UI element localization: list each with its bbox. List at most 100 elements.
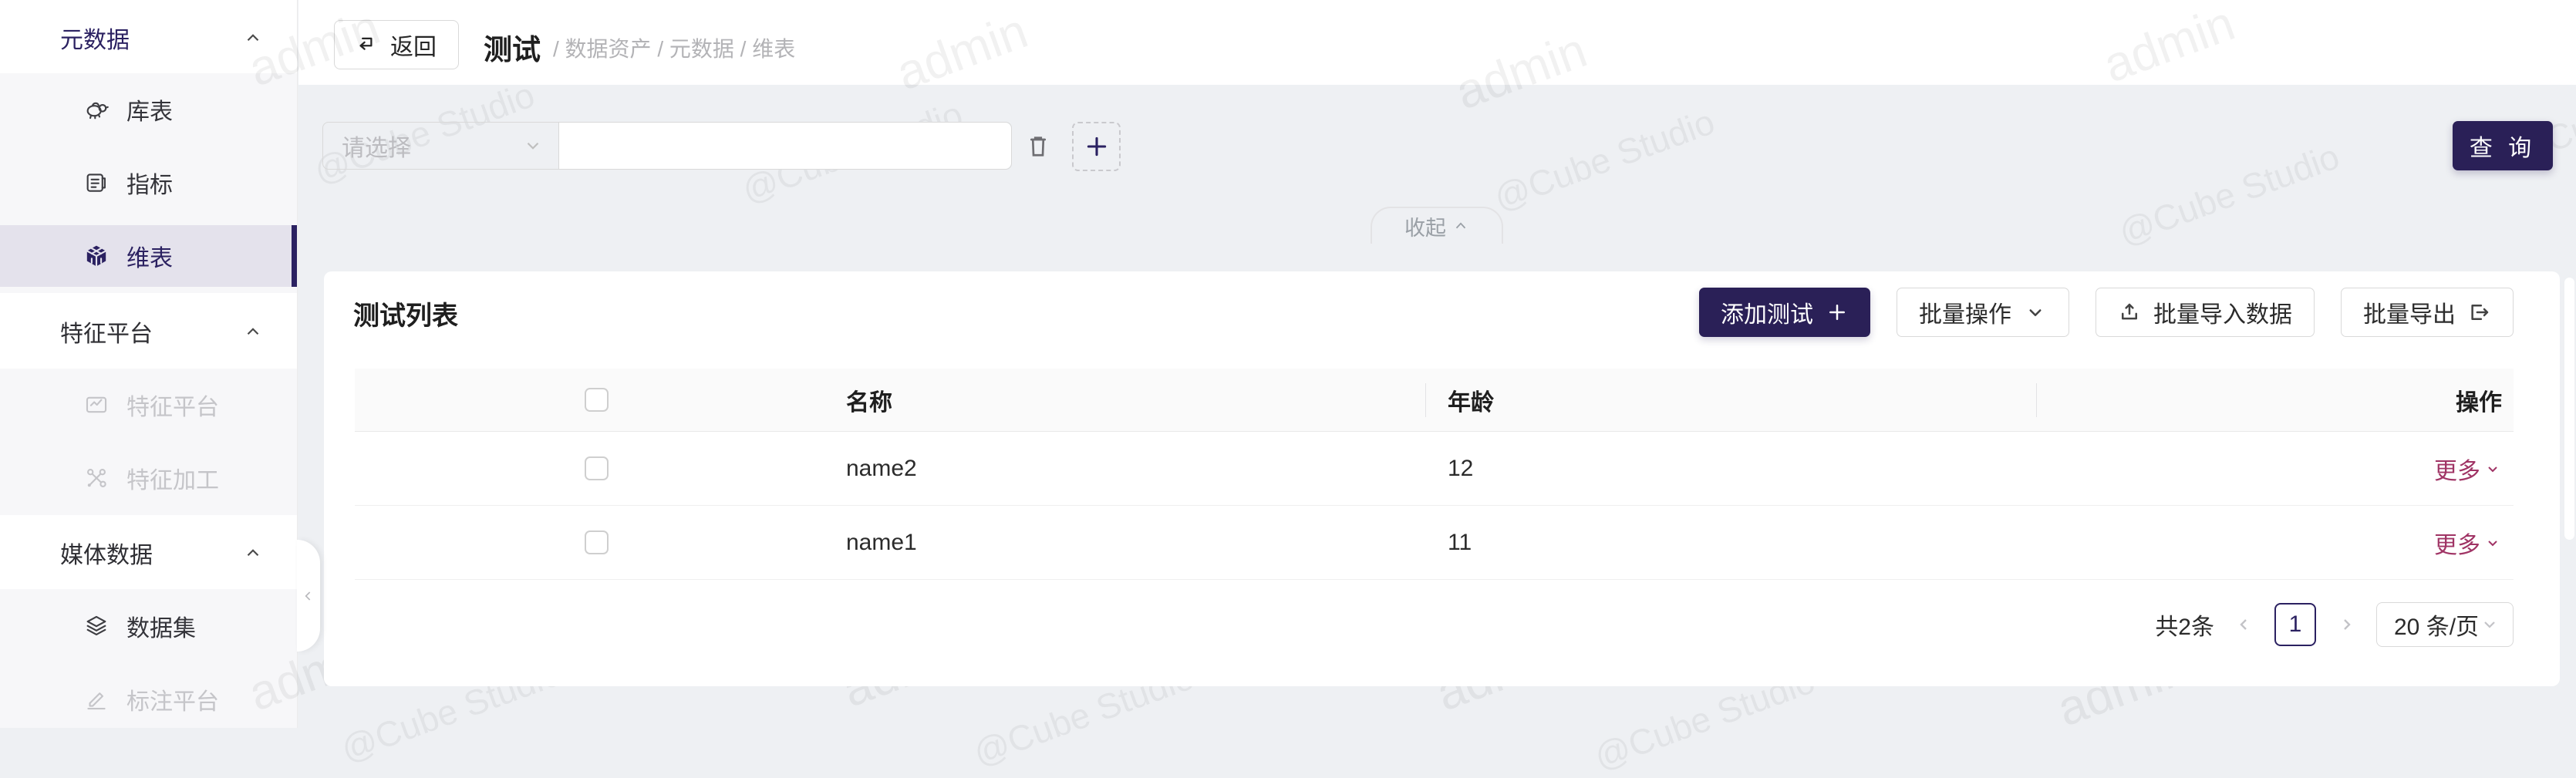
cell-age: 12 xyxy=(1448,455,1474,481)
sidebar-item-label: 特征加工 xyxy=(126,468,219,493)
feature-process-icon xyxy=(87,469,106,487)
clear-filter-button[interactable] xyxy=(1021,130,1055,163)
cube-icon xyxy=(86,245,107,268)
table-row: name2 12 更多 xyxy=(355,432,2514,506)
back-label: 返回 xyxy=(390,35,437,60)
page-number-button[interactable]: 1 xyxy=(2274,603,2316,646)
watermark-text: @Cube Studio xyxy=(2113,136,2345,253)
chevron-left-icon xyxy=(305,591,311,601)
pen-icon xyxy=(87,692,106,710)
sidebar-item-feature-platform[interactable]: 特征平台 xyxy=(0,374,297,436)
filter-field-select[interactable]: 请选择 xyxy=(323,123,559,169)
column-divider xyxy=(1425,383,1426,417)
sidebar-item-feature-processing[interactable]: 特征加工 xyxy=(0,447,297,509)
trash-icon xyxy=(1030,136,1047,157)
query-button[interactable]: 查 询 xyxy=(2453,121,2553,170)
sidebar: 元数据 库表 指标 xyxy=(0,0,298,728)
table-row: name1 11 更多 xyxy=(355,506,2514,580)
sidebar-group-metadata[interactable]: 元数据 xyxy=(0,11,297,65)
pagination-total: 共2条 xyxy=(2155,615,2214,640)
export-icon xyxy=(2471,305,2489,320)
select-all-checkbox[interactable] xyxy=(585,387,609,412)
sidebar-item-label: 标注平台 xyxy=(126,689,219,715)
chevron-down-icon xyxy=(2488,540,2497,546)
column-divider xyxy=(2036,383,2037,417)
metric-doc-icon xyxy=(86,173,106,192)
collapse-label: 收起 xyxy=(1404,216,1446,240)
sidebar-item-label: 数据集 xyxy=(126,616,196,642)
select-placeholder: 请选择 xyxy=(342,136,411,161)
column-header-name: 名称 xyxy=(846,389,892,416)
next-page-button[interactable] xyxy=(2335,613,2358,636)
filter-value-input[interactable] xyxy=(559,123,1011,169)
sidebar-group-label: 元数据 xyxy=(60,28,130,53)
add-test-button[interactable]: 添加测试 xyxy=(1699,288,1870,337)
column-header-action: 操作 xyxy=(2456,389,2502,416)
table-card: 测试列表 添加测试 批量操作 批量导入数据 批量导出 xyxy=(324,271,2560,686)
feature-window-icon xyxy=(86,396,107,413)
plus-icon xyxy=(1087,136,1106,157)
sidebar-item-label: 维表 xyxy=(126,246,173,271)
column-header-age: 年龄 xyxy=(1448,389,1494,416)
sidebar-item-db-tables[interactable]: 库表 xyxy=(0,79,297,140)
sidebar-item-metrics[interactable]: 指标 xyxy=(0,152,297,214)
prev-page-button[interactable] xyxy=(2233,613,2256,636)
bulk-export-button[interactable]: 批量导出 xyxy=(2341,288,2514,337)
sidebar-item-label: 指标 xyxy=(126,173,173,198)
add-test-label: 添加测试 xyxy=(1721,302,1813,328)
submenu-bg-feature xyxy=(0,369,297,515)
back-button[interactable]: 返回 xyxy=(334,20,459,69)
table-header-row: 名称 年龄 操作 xyxy=(355,369,2514,432)
row-more-button[interactable]: 更多 xyxy=(2434,452,2502,486)
sidebar-group-label: 特征平台 xyxy=(60,322,153,347)
bulk-import-button[interactable]: 批量导入数据 xyxy=(2096,288,2315,337)
chevron-down-icon xyxy=(2029,309,2042,316)
bulk-actions-button[interactable]: 批量操作 xyxy=(1897,288,2069,337)
chevron-up-icon xyxy=(247,328,259,335)
chevron-up-icon xyxy=(1455,222,1466,229)
cell-name: name2 xyxy=(846,455,917,481)
row-checkbox[interactable] xyxy=(585,456,609,480)
collapse-filter-toggle[interactable]: 收起 xyxy=(1371,207,1503,244)
card-actions: 添加测试 批量操作 批量导入数据 批量导出 xyxy=(1699,288,2514,337)
layers-icon xyxy=(86,615,106,635)
add-filter-button[interactable] xyxy=(1072,122,1121,171)
bulk-actions-label: 批量操作 xyxy=(1919,302,2011,328)
upload-icon xyxy=(2122,303,2137,320)
bulk-import-label: 批量导入数据 xyxy=(2153,302,2292,328)
breadcrumb: / 数据资产 / 元数据 / 维表 xyxy=(553,37,796,61)
bulk-export-label: 批量导出 xyxy=(2363,302,2456,328)
sidebar-group-label: 媒体数据 xyxy=(60,543,153,568)
sidebar-item-datasets[interactable]: 数据集 xyxy=(0,595,297,657)
hive-icon xyxy=(86,102,109,120)
submenu-bg-media xyxy=(0,589,297,728)
sidebar-item-dim-tables[interactable]: 维表 xyxy=(0,225,297,287)
chevron-up-icon xyxy=(247,549,259,557)
page-size-value: 20 条/页 xyxy=(2394,615,2480,640)
chevron-right-icon xyxy=(2344,619,2351,630)
sidebar-collapse-handle[interactable] xyxy=(297,540,320,652)
topbar: 返回 测试 / 数据资产 / 元数据 / 维表 xyxy=(298,0,2576,85)
chevron-left-icon xyxy=(2240,619,2247,630)
scrollbar-thumb[interactable] xyxy=(2564,278,2574,540)
chevron-down-icon xyxy=(2484,621,2495,628)
chevron-down-icon xyxy=(2488,466,2497,472)
sidebar-item-annotation-platform[interactable]: 标注平台 xyxy=(0,669,297,730)
row-checkbox[interactable] xyxy=(585,530,609,554)
sidebar-item-label: 特征平台 xyxy=(126,395,219,420)
more-label: 更多 xyxy=(2434,532,2480,558)
sidebar-group-feature-platform[interactable]: 特征平台 xyxy=(0,305,297,359)
page-size-select[interactable]: 20 条/页 xyxy=(2376,602,2514,647)
row-more-button[interactable]: 更多 xyxy=(2434,526,2502,560)
cell-name: name1 xyxy=(846,529,917,555)
page-title: 测试 xyxy=(484,34,541,66)
chevron-down-icon xyxy=(527,142,539,150)
chevron-up-icon xyxy=(247,34,259,42)
cell-age: 11 xyxy=(1448,529,1472,555)
rollback-icon xyxy=(359,37,373,50)
watermark-text: @Cube Studio xyxy=(1489,101,1720,218)
plus-icon xyxy=(1829,305,1845,320)
sidebar-group-media-data[interactable]: 媒体数据 xyxy=(0,526,297,580)
more-label: 更多 xyxy=(2434,458,2480,484)
